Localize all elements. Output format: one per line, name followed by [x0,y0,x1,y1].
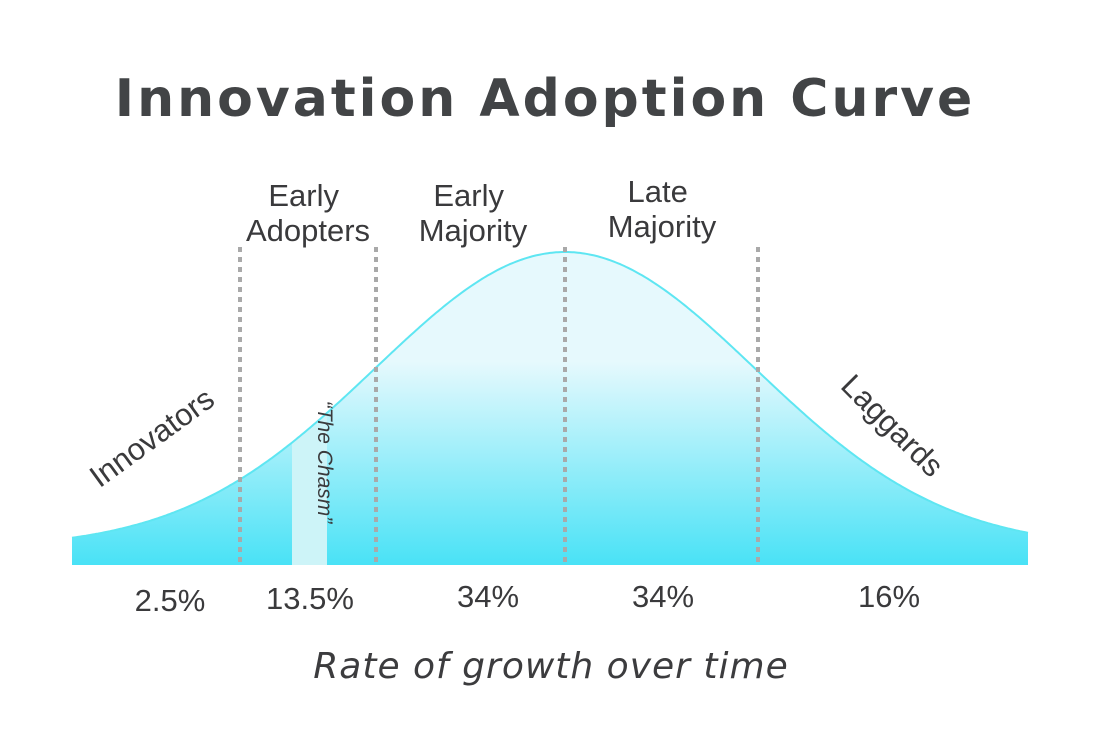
segment-label-late-majority: Late Majority [608,174,717,244]
share-laggards: 16% [858,579,920,614]
bell-curve-outline [71,251,1029,539]
segment-label-early-majority: Early Majority [419,178,528,248]
share-innovators: 2.5% [135,583,206,618]
share-early-adopters: 13.5% [266,581,354,616]
segment-label-early-adopters: Early Adopters [246,178,370,248]
chasm-label: “The Chasm” [313,401,336,525]
chasm-band [292,412,327,565]
segment-label-innovators: Innovators [83,381,221,494]
share-early-majority: 34% [457,579,519,614]
share-late-majority: 34% [632,579,694,614]
axis-caption: Rate of growth over time [313,646,788,687]
page-title: Innovation Adoption Curve [115,69,976,129]
